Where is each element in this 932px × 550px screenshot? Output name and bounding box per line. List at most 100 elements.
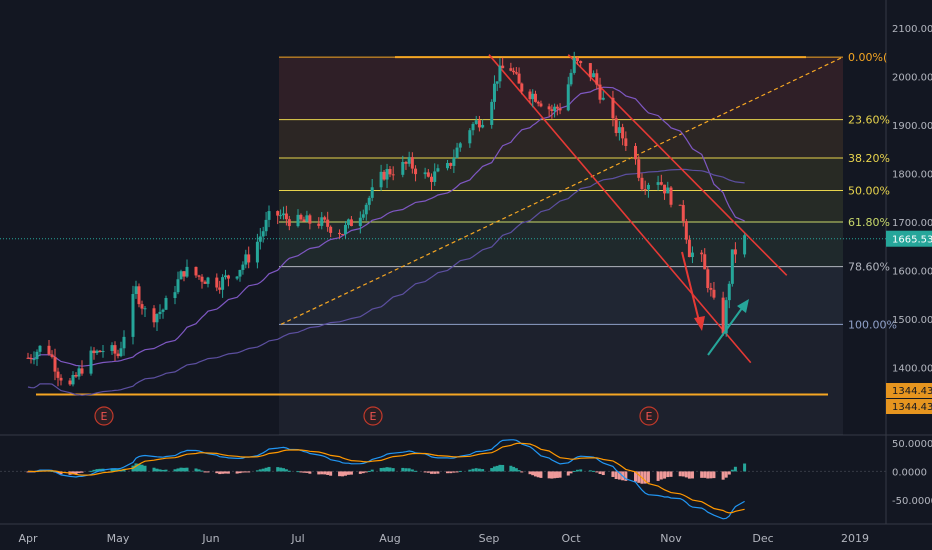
projection-arrows[interactable] [681, 251, 749, 356]
candle-body [50, 354, 54, 357]
candle-body [317, 223, 321, 226]
macd-histogram-bar [264, 467, 268, 472]
candle-body [520, 83, 524, 92]
macd-histogram-bar [575, 469, 579, 472]
macd-histogram-bar [182, 467, 186, 472]
candle-body [206, 277, 210, 284]
macd-histogram-bar [221, 471, 225, 474]
candle-body [155, 314, 159, 323]
macd-histogram-bar [158, 469, 162, 472]
time-tick-label: May [107, 532, 130, 545]
macd-histogram-bar [179, 467, 183, 472]
candle-body [640, 177, 644, 190]
candle-body [547, 106, 551, 110]
candle-body [553, 106, 557, 112]
fib-level-label: 61.80% [848, 216, 890, 229]
macd-histogram-bar [436, 471, 440, 474]
macd-histogram-bar [410, 469, 414, 472]
macd-histogram-bar [569, 471, 573, 474]
macd-histogram-bar [509, 465, 513, 472]
candle-body [733, 249, 737, 255]
candle-body [468, 130, 472, 144]
candle-body [143, 308, 147, 310]
macd-histogram-bar [666, 471, 670, 478]
candle-body [536, 101, 540, 104]
price-tick-label: 2000.00 [892, 73, 932, 84]
macd-histogram-bar [492, 466, 496, 472]
macd-histogram-bar [528, 471, 532, 475]
candle-body [410, 157, 414, 169]
candle-body [656, 182, 660, 185]
macd-histogram-bar [299, 471, 303, 473]
macd-histogram-bar [634, 471, 638, 482]
candle-body [558, 108, 562, 111]
earnings-marker-label: E [101, 410, 108, 423]
candle-body [38, 345, 42, 352]
candle-body [140, 304, 144, 309]
macd-histogram-bar [533, 471, 537, 477]
price-tick-label: 1400.00 [892, 364, 932, 375]
macd-histogram-bar [558, 471, 562, 478]
macd-histogram-bar [364, 471, 368, 473]
macd-histogram-bar [514, 468, 518, 472]
macd-histogram-bar [555, 471, 559, 478]
candle-body [185, 266, 189, 277]
macd-histogram-bar [588, 470, 592, 472]
macd-histogram-bar [77, 471, 81, 474]
candle-body [724, 300, 728, 334]
candle-body [477, 120, 481, 128]
macd-histogram-bar [235, 471, 239, 474]
macd-histogram-bar [656, 471, 660, 481]
macd-histogram-bar [468, 469, 472, 472]
macd-histogram-bar [367, 470, 371, 472]
macd-histogram-bar [349, 471, 353, 475]
candle-body [35, 351, 39, 360]
macd-histogram-bar [595, 471, 599, 473]
macd-histogram-bar [743, 463, 747, 472]
macd-histogram-bar [512, 466, 516, 472]
macd-histogram-bar [89, 470, 93, 472]
macd-histogram-bar [572, 470, 576, 472]
candle-body [533, 93, 537, 102]
macd-histogram-bar [414, 470, 418, 472]
price-tick-label: 1600.00 [892, 267, 932, 278]
macd-histogram-bar [388, 467, 392, 472]
candle-body [134, 286, 138, 294]
candle-body [122, 336, 126, 349]
time-axis[interactable]: Apr May Jun Jul Aug Sep Oct Nov Dec 2019 [18, 532, 869, 545]
candle-body [659, 182, 663, 185]
macd-histogram-bar [137, 463, 141, 472]
macd-histogram-bar [404, 468, 408, 472]
candle-body [282, 213, 285, 216]
macd-histogram-bar [614, 471, 618, 480]
candle-body [401, 162, 405, 175]
candle-body [68, 380, 72, 385]
candle-body [194, 266, 198, 276]
price-tick-label: 1700.00 [892, 218, 932, 229]
time-tick-label: Nov [660, 532, 682, 545]
macd-histogram-bar [724, 471, 728, 478]
candle-body [598, 84, 602, 100]
macd-histogram-bar [663, 471, 667, 479]
macd-histogram-bar [261, 468, 265, 472]
candle-body [296, 214, 300, 227]
macd-histogram-bar [382, 467, 386, 472]
fib-trend-dashed [280, 56, 844, 325]
candle-body [512, 70, 516, 73]
macd-histogram-bar [284, 469, 288, 472]
candle-body [663, 184, 667, 194]
candle-body [517, 73, 521, 84]
macd-histogram-bar [391, 468, 395, 472]
candle-body [80, 368, 84, 374]
macd-histogram-bar [224, 471, 227, 474]
candle-body [706, 269, 710, 289]
candle-body [514, 72, 518, 74]
price-axis[interactable]: 2100.00 2000.00 1900.00 1800.00 1700.00 1600.… [886, 24, 932, 507]
macd-histogram-bar [474, 468, 478, 472]
macd-histogram-bar [481, 469, 485, 472]
candle-body [364, 204, 368, 215]
macd-histogram-bar [611, 471, 615, 477]
macd-histogram-bar [678, 471, 682, 477]
